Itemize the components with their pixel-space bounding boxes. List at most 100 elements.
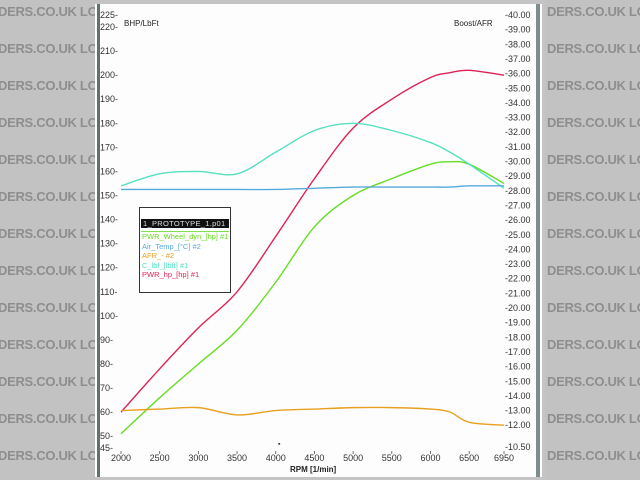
legend-title: 1_PROTOTYPE_1.p01 [141,219,229,228]
x-tick-label: 3000 [188,453,208,463]
watermark-text: DERS.CO.UK LOCOST [547,411,640,426]
watermark-text: DERS.CO.UK LOCOSTE [0,78,100,93]
x-tick-label: 6950 [494,453,514,463]
right-y-axis: -40.00 -39.00 -38.00 -37.00 -36.00 -35.00 -34.… [505,10,531,452]
right-tick-label: -10.50 [505,442,531,452]
legend-item-torque: C_lbf_[lbft] #1 [142,260,189,270]
right-tick-label: -37.00 [505,54,531,64]
watermark-text: DERS.CO.UK LOCOST [547,226,640,241]
x-tick-label: 6500 [459,453,479,463]
left-axis-title: BHP/LbFt [124,19,159,28]
watermark-text: DERS.CO.UK LOCOST [547,41,640,56]
right-tick-label: -29.00 [505,171,531,181]
watermark-right: DERS.CO.UK LOCOST DERS.CO.UK LOCOST DERS.C… [545,0,640,480]
right-tick-label: -28.00 [505,186,531,196]
x-axis-title: RPM [1/min] [290,465,337,474]
series-line [120,160,505,435]
watermark-text: DERS.CO.UK LOCOSTE [0,41,100,56]
watermark-text: DERS.CO.UK LOCOSTE [0,300,100,315]
series-line [120,69,505,413]
watermark-text: DERS.CO.UK LOCOST [547,337,640,352]
right-tick-label: -23.00 [505,259,531,269]
left-tick-label: 190- [100,94,118,104]
left-tick-label: 200- [100,70,118,80]
watermark-text: DERS.CO.UK LOCOSTE [0,448,100,463]
right-tick-label: -16.00 [505,362,531,372]
right-tick-label: -15.00 [505,376,531,386]
left-tick-label: 160- [100,166,118,176]
left-tick-label: 90- [100,335,113,345]
watermark-text: DERS.CO.UK LOCOST [547,448,640,463]
watermark-text: DERS.CO.UK LOCOSTE [0,189,100,204]
left-tick-label: 225- [100,10,118,20]
watermark-text: DERS.CO.UK LOCOST [547,115,640,130]
right-axis-title: Boost/AFR [454,19,493,28]
x-tick-label: 6000 [420,453,440,463]
right-tick-label: -22.00 [505,274,531,284]
right-tick-label: -27.00 [505,200,531,210]
x-tick-label: 2000 [111,453,131,463]
left-tick-label: 210- [100,46,118,56]
watermark-text: DERS.CO.UK LOCOSTE [0,115,100,130]
left-tick-label: 70- [100,383,113,393]
series-line [120,122,505,189]
right-tick-label: -24.00 [505,244,531,254]
panel-border-left [97,4,100,477]
marker-dot: ▪ [278,441,281,448]
right-tick-label: -40.00 [505,10,531,20]
left-tick-label: 180- [100,118,118,128]
watermark-text: DERS.CO.UK LOCOSTE [0,4,100,19]
watermark-text: DERS.CO.UK LOCOSTE [0,226,100,241]
right-tick-label: -21.00 [505,288,531,298]
watermark-text: DERS.CO.UK LOCOST [547,189,640,204]
left-tick-label: 100- [100,311,118,321]
left-tick-label: 60- [100,407,113,417]
watermark-text: DERS.CO.UK LOCOSTE [0,374,100,389]
right-tick-label: -19.00 [505,318,531,328]
right-tick-label: -17.00 [505,347,531,357]
left-tick-label: 130- [100,239,118,249]
x-tick-label: 5500 [382,453,402,463]
legend-item-wheel-power: PWR_Wheel_dyn_[hp] #1 [142,232,229,241]
right-tick-label: -14.00 [505,391,531,401]
left-tick-label: 120- [100,263,118,273]
right-tick-label: -36.00 [505,69,531,79]
right-tick-label: -26.00 [505,215,531,225]
watermark-left: DERS.CO.UK LOCOSTE DERS.CO.UK LOCOSTE DERS… [0,0,100,480]
right-tick-label: -20.00 [505,303,531,313]
watermark-text: DERS.CO.UK LOCOST [547,374,640,389]
watermark-text: DERS.CO.UK LOCOST [547,263,640,278]
right-tick-label: -12.00 [505,420,531,430]
right-tick-label: -13.00 [505,406,531,416]
right-tick-label: -35.00 [505,83,531,93]
x-tick-label: 4000 [266,453,286,463]
x-tick-label: 2500 [150,453,170,463]
legend-separator [141,231,229,232]
left-tick-label: 170- [100,142,118,152]
right-tick-label: -38.00 [505,39,531,49]
right-tick-label: -25.00 [505,230,531,240]
left-y-axis: 225- 220- 210- 200- 190- 180- 170- 160- 150- 140-… [100,10,118,453]
right-tick-label: -31.00 [505,142,531,152]
left-tick-label: 220- [100,22,118,32]
chart-series [120,69,505,435]
series-line [120,406,505,426]
left-tick-label: 50- [100,431,113,441]
watermark-text: DERS.CO.UK LOCOST [547,152,640,167]
legend-item-afr: AFR_- #2 [142,251,175,261]
watermark-text: DERS.CO.UK LOCOST [547,4,640,19]
x-tick-label: 4500 [304,453,324,463]
watermark-text: DERS.CO.UK LOCOST [547,78,640,93]
watermark-text: DERS.CO.UK LOCOSTE [0,263,100,278]
series-line [120,185,505,191]
x-tick-label: 5000 [343,453,363,463]
watermark-text: DERS.CO.UK LOCOST [547,300,640,315]
left-tick-label: 45- [100,443,113,453]
chart-legend: 1_PROTOTYPE_1.p01 PWR_Wheel_dyn_[hp] #1 … [139,207,231,293]
watermark-text: DERS.CO.UK LOCOSTE [0,411,100,426]
right-tick-label: -18.00 [505,332,531,342]
right-tick-label: -34.00 [505,98,531,108]
x-tick-label: 3500 [227,453,247,463]
right-tick-label: -30.00 [505,157,531,167]
